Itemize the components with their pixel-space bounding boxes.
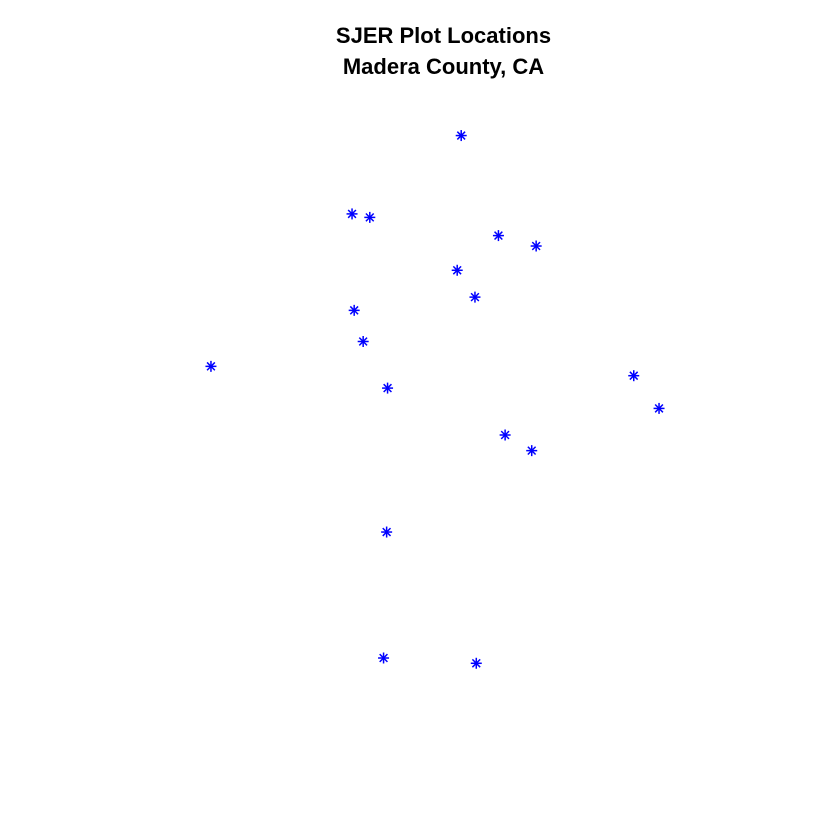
data-point bbox=[364, 211, 376, 223]
points-layer bbox=[205, 130, 665, 669]
data-point bbox=[455, 130, 467, 142]
data-point bbox=[469, 291, 481, 303]
data-point bbox=[357, 335, 369, 347]
data-point bbox=[526, 445, 538, 457]
data-point bbox=[451, 264, 463, 276]
data-point bbox=[628, 370, 640, 382]
data-point bbox=[530, 240, 542, 252]
data-point bbox=[382, 382, 394, 394]
chart-subtitle: Madera County, CA bbox=[342, 54, 545, 79]
data-point bbox=[348, 304, 360, 316]
data-point bbox=[205, 360, 217, 372]
data-point bbox=[381, 526, 393, 538]
data-point bbox=[499, 429, 511, 441]
chart-title: SJER Plot Locations bbox=[335, 23, 552, 48]
data-point bbox=[378, 652, 390, 664]
data-point bbox=[470, 657, 482, 669]
data-point bbox=[346, 208, 358, 220]
data-point bbox=[653, 402, 665, 414]
data-point bbox=[492, 230, 504, 242]
